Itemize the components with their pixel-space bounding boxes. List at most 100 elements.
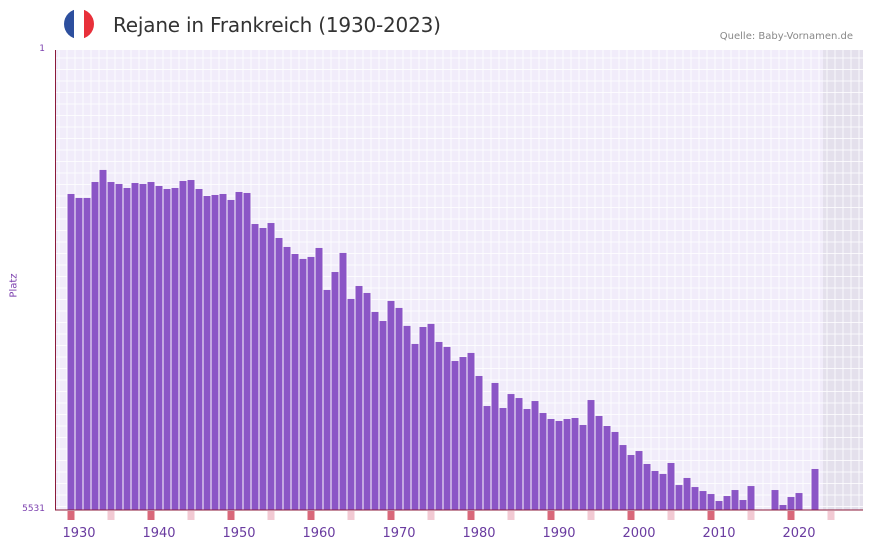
bar-1948 (219, 193, 227, 511)
bar-1947 (211, 194, 219, 510)
bar-2004 (667, 463, 675, 510)
bar-chart (55, 50, 863, 520)
bar-2006 (683, 477, 691, 510)
x-tick-1990: 1990 (542, 526, 576, 541)
bar-2003 (659, 473, 667, 510)
bar-1980 (475, 375, 483, 510)
bar-1988 (539, 413, 547, 510)
bar-1995 (595, 416, 603, 510)
x-tick-2010: 2010 (702, 526, 736, 541)
bar-1934 (107, 182, 115, 510)
bar-2008 (699, 491, 707, 510)
bar-1963 (339, 252, 347, 510)
bar-1955 (275, 237, 283, 510)
bar-1976 (443, 346, 451, 510)
bar-1933 (99, 169, 107, 510)
bar-1931 (83, 197, 91, 510)
bar-1970 (395, 307, 403, 510)
bar-2014 (747, 486, 755, 510)
bar-1940 (155, 186, 163, 511)
y-tick-bottom: 5531 (22, 504, 45, 514)
bar-1984 (507, 394, 515, 510)
bar-1992 (571, 418, 579, 510)
bar-1959 (307, 256, 315, 510)
bar-2011 (723, 496, 731, 510)
bar-1936 (123, 188, 131, 510)
france-flag-icon (64, 9, 94, 39)
bar-1985 (515, 398, 523, 510)
bar-1943 (179, 181, 187, 510)
bar-1929 (67, 193, 75, 511)
bar-1971 (403, 325, 411, 510)
source-label: Quelle: Baby-Vornamen.de (719, 31, 853, 42)
bar-2010 (715, 501, 723, 510)
bar-2012 (731, 490, 739, 510)
bar-1935 (115, 184, 123, 510)
bar-1961 (323, 289, 331, 510)
bar-1958 (299, 258, 307, 510)
bar-1964 (347, 298, 355, 510)
bar-1946 (203, 195, 211, 510)
bar-2017 (771, 490, 779, 510)
flag-white-stripe (74, 9, 84, 39)
bar-1998 (619, 445, 627, 510)
bar-2002 (651, 470, 659, 510)
bar-1983 (499, 408, 507, 510)
bar-1951 (243, 192, 251, 510)
y-tick-top: 1 (39, 44, 45, 54)
x-tick-2020: 2020 (782, 526, 816, 541)
bar-1952 (251, 224, 259, 511)
bar-1979 (467, 352, 475, 510)
bar-1989 (547, 418, 555, 510)
bar-1930 (75, 197, 83, 510)
bar-1962 (331, 272, 339, 510)
bar-2022 (811, 468, 819, 510)
bar-1994 (587, 400, 595, 510)
bar-1942 (171, 188, 179, 510)
bar-1968 (379, 321, 387, 510)
bar-1993 (579, 424, 587, 510)
bar-2018 (779, 505, 787, 510)
bar-2013 (739, 500, 747, 510)
bar-2001 (643, 464, 651, 510)
bar-1939 (147, 182, 155, 510)
x-tick-1980: 1980 (462, 526, 496, 541)
bar-1987 (531, 401, 539, 510)
bar-1978 (459, 357, 467, 510)
bar-1937 (131, 183, 139, 511)
bar-1990 (555, 420, 563, 510)
bar-1986 (523, 409, 531, 510)
bar-2005 (675, 485, 683, 510)
x-tick-2000: 2000 (622, 526, 656, 541)
x-tick-1930: 1930 (62, 526, 96, 541)
bar-1967 (371, 311, 379, 510)
bar-1991 (563, 418, 571, 510)
bar-1972 (411, 343, 419, 510)
bar-1953 (259, 228, 267, 510)
bar-1974 (427, 323, 435, 510)
bar-1950 (235, 191, 243, 510)
bar-1954 (267, 223, 275, 510)
bar-1996 (603, 425, 611, 510)
bar-1945 (195, 188, 203, 511)
bar-1982 (491, 382, 499, 510)
x-tick-1940: 1940 (142, 526, 176, 541)
bar-1965 (355, 285, 363, 510)
bar-2020 (795, 493, 803, 510)
chart-title: Rejane in Frankreich (1930-2023) (113, 13, 441, 37)
x-tick-1970: 1970 (382, 526, 416, 541)
bar-1944 (187, 180, 195, 510)
bar-1969 (387, 300, 395, 510)
bar-2000 (635, 451, 643, 510)
bar-1949 (227, 199, 235, 510)
bar-1975 (435, 341, 443, 510)
bar-2009 (707, 494, 715, 510)
bar-2019 (787, 497, 795, 510)
bar-1957 (291, 253, 299, 510)
y-axis-label: Platz (8, 273, 20, 298)
flag-red-stripe (84, 9, 94, 39)
bar-1938 (139, 184, 147, 510)
bar-1960 (315, 247, 323, 511)
plot-area (55, 50, 863, 520)
flag-blue-stripe (64, 9, 74, 39)
